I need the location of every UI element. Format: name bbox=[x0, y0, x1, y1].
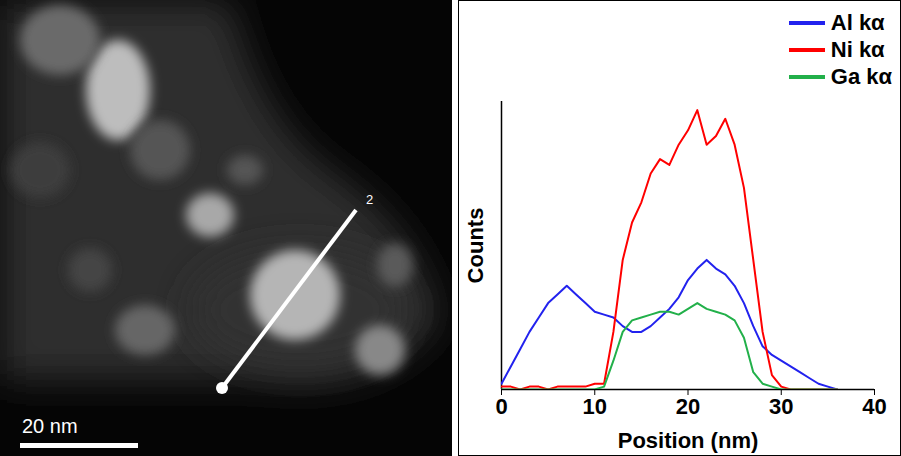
svg-text:30: 30 bbox=[769, 394, 793, 419]
html-text:Ga kα: Ga kα bbox=[830, 63, 892, 89]
svg-text:0: 0 bbox=[495, 394, 507, 419]
svg-text:40: 40 bbox=[862, 394, 886, 419]
svg-text:20: 20 bbox=[676, 394, 700, 419]
svg-text:20 nm: 20 nm bbox=[22, 415, 78, 437]
svg-text:Position (nm): Position (nm) bbox=[618, 428, 759, 453]
html-text:Ni kα: Ni kα bbox=[830, 36, 885, 62]
html-text:Al kα: Al kα bbox=[830, 9, 885, 35]
svg-text:Counts: Counts bbox=[463, 208, 488, 284]
svg-text:10: 10 bbox=[583, 394, 607, 419]
svg-text:2: 2 bbox=[366, 192, 373, 207]
